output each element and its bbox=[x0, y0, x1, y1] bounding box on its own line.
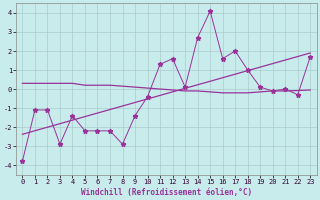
X-axis label: Windchill (Refroidissement éolien,°C): Windchill (Refroidissement éolien,°C) bbox=[81, 188, 252, 197]
